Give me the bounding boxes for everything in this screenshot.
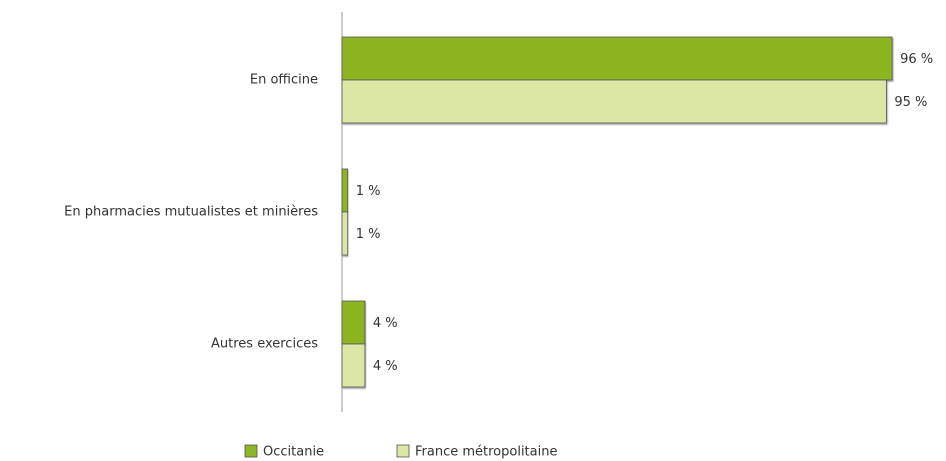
bar <box>341 300 366 345</box>
legend-label: France métropolitaine <box>415 445 557 460</box>
data-label: 1 % <box>356 184 381 199</box>
legend-swatch <box>244 444 258 458</box>
bar <box>341 343 366 388</box>
y-tick-label: En pharmacies mutualistes et minières <box>64 205 318 220</box>
legend-swatch <box>396 444 410 458</box>
bar <box>341 211 349 256</box>
data-label: 96 % <box>900 52 933 67</box>
legend-label: Occitanie <box>263 445 324 460</box>
y-tick-label: Autres exercices <box>211 337 318 352</box>
bar <box>341 79 887 124</box>
data-label: 4 % <box>373 359 398 374</box>
data-label: 4 % <box>373 316 398 331</box>
data-label: 1 % <box>356 227 381 242</box>
y-tick-label: En officine <box>250 73 318 88</box>
bar <box>341 168 349 213</box>
data-label: 95 % <box>894 95 927 110</box>
bar <box>341 36 893 81</box>
